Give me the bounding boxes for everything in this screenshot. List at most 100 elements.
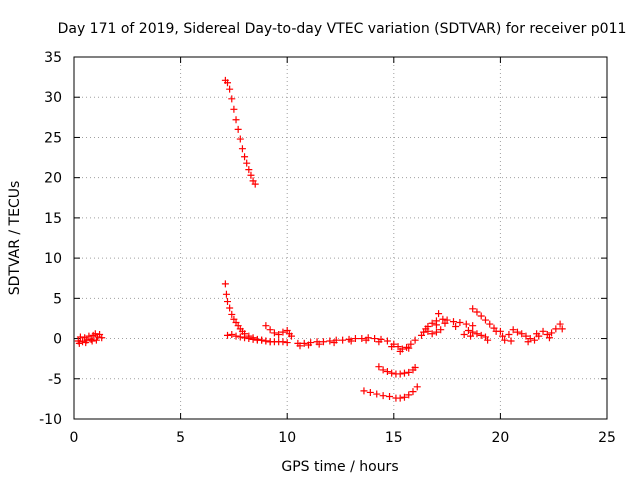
data-point xyxy=(245,335,253,343)
data-point xyxy=(409,388,417,396)
data-point xyxy=(375,338,383,346)
data-point xyxy=(469,322,477,330)
series-arc-steep xyxy=(221,76,259,188)
data-point xyxy=(258,336,266,344)
data-point xyxy=(283,339,291,347)
data-point xyxy=(437,326,445,334)
data-point xyxy=(396,370,404,378)
data-point xyxy=(326,337,334,345)
data-points xyxy=(74,76,566,402)
data-point xyxy=(405,391,413,399)
data-point xyxy=(501,336,509,344)
data-point xyxy=(300,339,308,347)
data-point xyxy=(379,366,387,374)
data-point xyxy=(230,105,238,113)
data-point xyxy=(266,326,274,334)
series-arc-bump xyxy=(262,322,295,340)
data-point xyxy=(509,326,517,334)
axis-ticks: 0 5 10 15 20 25 -10 -5 0 5 10 15 20 25 30 35 xyxy=(39,50,616,446)
data-point xyxy=(371,335,379,343)
data-point xyxy=(245,166,253,174)
data-point xyxy=(432,328,440,336)
data-point xyxy=(539,327,547,335)
data-point xyxy=(400,369,408,377)
x-tick-label: 20 xyxy=(491,430,509,446)
y-tick-label: 10 xyxy=(44,251,62,267)
data-point xyxy=(287,332,295,340)
series-arc-late-c xyxy=(469,305,500,335)
data-point xyxy=(79,338,87,346)
data-point xyxy=(238,145,246,153)
data-point xyxy=(388,343,396,351)
series-arc-flat-a xyxy=(224,331,274,346)
series-arc-low-b xyxy=(360,383,421,402)
data-point xyxy=(524,338,532,346)
series-arc-tail xyxy=(496,320,566,346)
data-point xyxy=(484,336,492,344)
data-point xyxy=(383,368,391,376)
plot-frame xyxy=(73,56,608,420)
y-tick-label: 15 xyxy=(44,211,62,227)
grid xyxy=(74,57,607,419)
data-point xyxy=(394,343,402,351)
data-point xyxy=(279,338,287,346)
data-point xyxy=(373,390,381,398)
data-point xyxy=(315,340,323,348)
data-point xyxy=(76,333,84,341)
data-point xyxy=(388,369,396,377)
data-point xyxy=(460,331,468,339)
data-point xyxy=(75,339,83,347)
data-point xyxy=(405,344,413,352)
x-tick-label: 0 xyxy=(70,430,79,446)
data-point xyxy=(473,330,481,338)
data-point xyxy=(496,327,504,335)
data-point xyxy=(469,305,477,313)
data-point xyxy=(518,330,526,338)
data-point xyxy=(360,387,368,395)
y-tick-label: 30 xyxy=(44,90,62,106)
data-point xyxy=(531,336,539,344)
y-tick-label: 5 xyxy=(53,291,62,307)
data-point xyxy=(296,342,304,350)
data-point xyxy=(98,334,106,342)
data-point xyxy=(405,368,413,376)
y-axis-title: SDTVAR / TECUs xyxy=(7,181,23,296)
data-point xyxy=(224,79,232,87)
data-point xyxy=(243,159,251,167)
chart-title: Day 171 of 2019, Sidereal Day-to-day VTE… xyxy=(58,21,627,37)
series-arc-late-a xyxy=(418,310,477,339)
data-point xyxy=(266,338,274,346)
data-point xyxy=(552,325,560,333)
y-tick-label: 0 xyxy=(53,332,62,348)
data-point xyxy=(481,316,489,324)
data-point xyxy=(411,364,419,372)
data-point xyxy=(464,327,472,335)
data-point xyxy=(386,392,394,400)
data-point xyxy=(358,335,366,343)
data-point xyxy=(362,336,370,344)
data-point xyxy=(428,330,436,338)
data-point xyxy=(507,337,515,345)
data-point xyxy=(396,347,404,355)
series-arc-early xyxy=(74,330,106,347)
data-point xyxy=(505,331,513,339)
data-point xyxy=(249,335,257,343)
data-point xyxy=(522,332,530,340)
data-point xyxy=(88,337,96,345)
data-point xyxy=(228,95,236,103)
data-point xyxy=(275,331,283,339)
x-tick-label: 15 xyxy=(385,430,403,446)
x-tick-label: 10 xyxy=(278,430,296,446)
data-point xyxy=(351,335,359,343)
data-point xyxy=(92,336,100,344)
data-point xyxy=(228,310,236,318)
data-point xyxy=(279,328,287,336)
data-point xyxy=(513,328,521,336)
data-point xyxy=(558,325,566,333)
y-tick-label: 25 xyxy=(44,130,62,146)
data-point xyxy=(477,312,485,320)
data-point xyxy=(396,394,404,402)
data-point xyxy=(236,333,244,341)
data-point xyxy=(456,318,464,326)
